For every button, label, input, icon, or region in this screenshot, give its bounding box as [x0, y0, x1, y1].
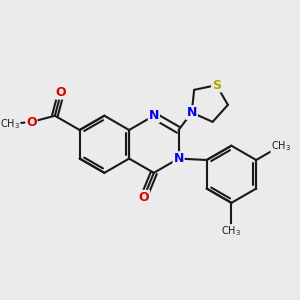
Text: O: O	[139, 190, 149, 204]
Text: S: S	[212, 79, 221, 92]
Text: CH$_3$: CH$_3$	[221, 224, 242, 238]
Text: O: O	[56, 86, 67, 99]
Text: CH$_3$: CH$_3$	[271, 139, 291, 153]
Text: CH$_3$: CH$_3$	[0, 117, 20, 131]
Text: O: O	[26, 116, 37, 128]
Text: N: N	[149, 109, 159, 122]
Text: N: N	[173, 152, 184, 165]
Text: N: N	[187, 106, 197, 119]
